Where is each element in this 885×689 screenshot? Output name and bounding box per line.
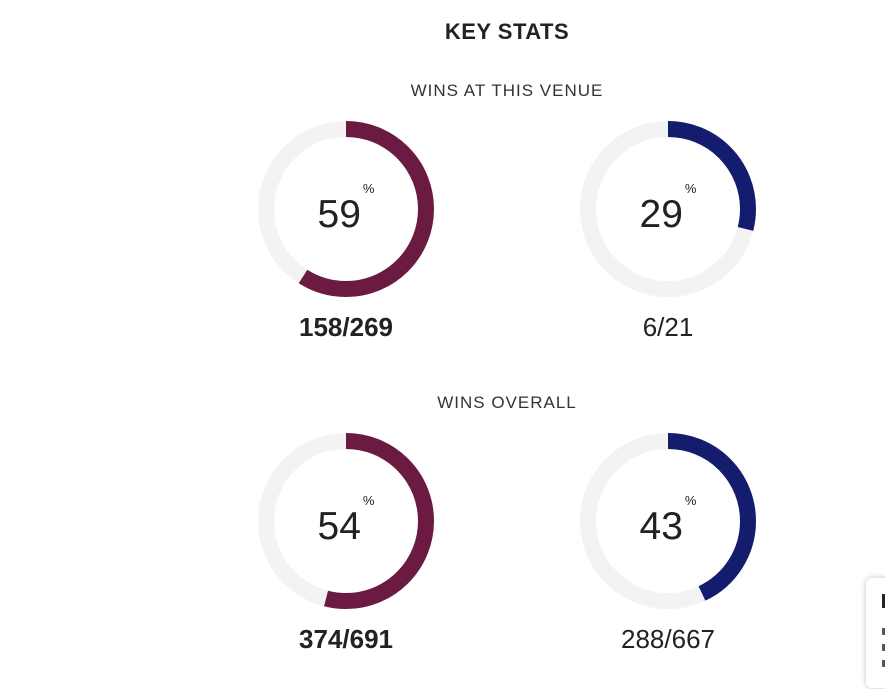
section-heading-venue: WINS AT THIS VENUE bbox=[410, 81, 604, 100]
donut-ring-venue-home bbox=[258, 121, 434, 297]
ring-progress-arc bbox=[258, 433, 434, 609]
donut-ring-overall-away bbox=[580, 433, 756, 609]
section-heading-overall: WINS OVERALL bbox=[437, 393, 577, 412]
side-popup-card[interactable] bbox=[866, 578, 885, 688]
donut-ring-venue-away bbox=[580, 121, 756, 297]
side-card-line bbox=[882, 644, 885, 651]
key-stats-title: KEY STATS bbox=[444, 19, 570, 44]
ring-progress-arc bbox=[580, 433, 756, 609]
percent-value: 29% bbox=[639, 181, 697, 236]
stat-overall-home: 54% 374/691 bbox=[256, 431, 436, 671]
stat-venue-home: 59% 158/269 bbox=[256, 119, 436, 359]
side-card-line bbox=[882, 660, 885, 667]
win-fraction: 288/667 bbox=[621, 624, 715, 654]
ring-progress-arc bbox=[580, 121, 756, 297]
percent-value: 54% bbox=[317, 493, 375, 548]
win-fraction: 374/691 bbox=[299, 624, 393, 654]
stat-venue-away: 29% 6/21 bbox=[578, 119, 758, 359]
side-card-line bbox=[882, 628, 885, 635]
ring-progress-arc bbox=[258, 121, 434, 297]
percent-value: 43% bbox=[639, 493, 697, 548]
side-card-marker bbox=[882, 594, 885, 608]
win-fraction: 6/21 bbox=[642, 312, 694, 342]
donut-ring-overall-home bbox=[258, 433, 434, 609]
percent-value: 59% bbox=[317, 181, 375, 236]
stat-overall-away: 43% 288/667 bbox=[578, 431, 758, 671]
win-fraction: 158/269 bbox=[299, 312, 393, 342]
